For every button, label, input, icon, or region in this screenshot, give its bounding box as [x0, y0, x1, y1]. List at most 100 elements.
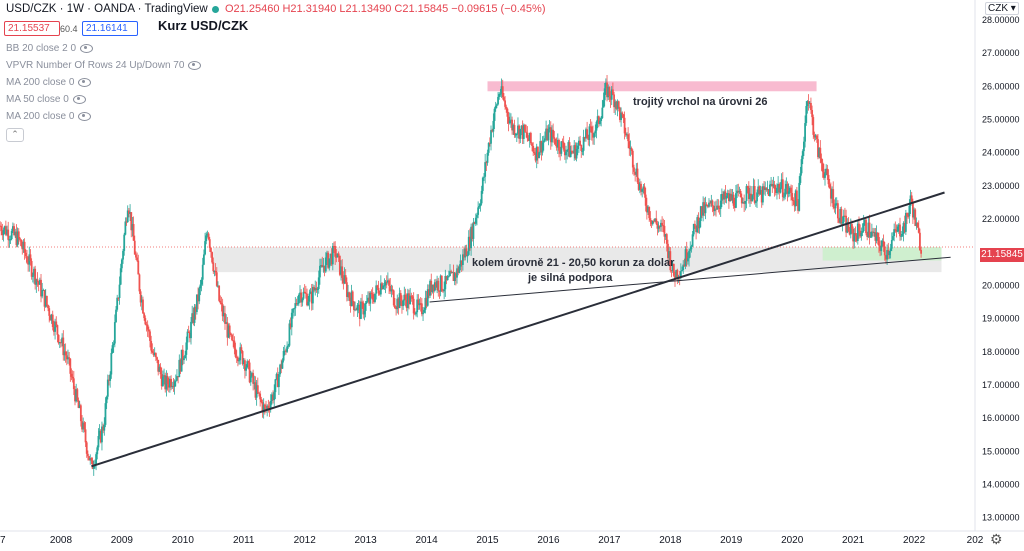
- candle-body: [717, 205, 720, 209]
- trendline[interactable]: [91, 191, 945, 468]
- candle-body: [711, 200, 714, 206]
- indicator-ma200-2[interactable]: MA 200 close 0: [6, 111, 92, 122]
- candle-body: [835, 203, 838, 205]
- candle-body: [348, 292, 351, 298]
- candle-body: [695, 225, 697, 233]
- candle-body: [402, 300, 405, 307]
- candle-body: [751, 195, 754, 202]
- candle-body: [301, 298, 304, 303]
- candle-body: [919, 232, 921, 251]
- candle-body: [781, 179, 784, 198]
- candles-layer: [0, 75, 922, 476]
- candle-body: [787, 191, 790, 194]
- candle-body: [396, 298, 399, 310]
- candle-body: [28, 254, 31, 265]
- candle-body: [171, 386, 174, 388]
- candle-body: [710, 200, 713, 204]
- candle-body: [535, 146, 538, 161]
- candle-body: [720, 193, 723, 201]
- x-axis[interactable]: 07 2008 2009 2010 2011 2012 2013 2014 2015 2016 20…: [0, 530, 1024, 546]
- candle-body: [280, 364, 283, 369]
- indicator-vpvr[interactable]: VPVR Number Of Rows 24 Up/Down 70: [6, 60, 202, 71]
- candle-body: [658, 226, 661, 228]
- candle-body: [827, 174, 830, 185]
- y-axis[interactable]: 28.00000 27.00000 26.00000 25.00000 24.00000…: [974, 0, 1020, 531]
- candle-body: [51, 314, 54, 328]
- currency-selector[interactable]: CZK ▾: [985, 2, 1019, 15]
- candle-body: [808, 102, 811, 104]
- candle-body: [328, 258, 331, 268]
- candle-body: [610, 89, 613, 100]
- eye-icon[interactable]: [78, 111, 92, 121]
- candle-body: [592, 132, 594, 138]
- candle-body: [594, 130, 597, 134]
- candle-body: [607, 86, 610, 98]
- candle-body: [334, 246, 337, 257]
- buy-price-button[interactable]: 21.16141: [82, 21, 138, 36]
- candle-body: [375, 285, 378, 294]
- candle-body: [638, 183, 641, 190]
- candle-body: [888, 251, 891, 256]
- eye-icon[interactable]: [80, 43, 94, 53]
- candle-body: [246, 361, 249, 368]
- candle-body: [347, 292, 349, 297]
- candle-body: [211, 252, 214, 263]
- candle-body: [672, 264, 675, 276]
- candle-body: [505, 106, 508, 109]
- candle-body: [388, 280, 390, 286]
- eye-icon[interactable]: [78, 77, 92, 87]
- indicator-ma50[interactable]: MA 50 close 0: [6, 94, 86, 105]
- candle-body: [355, 309, 358, 311]
- candle-body: [103, 424, 106, 431]
- candle-body: [432, 284, 435, 291]
- candle-body: [715, 208, 717, 210]
- candle-body: [647, 206, 649, 213]
- candle-body: [321, 265, 324, 268]
- candle-body: [296, 303, 299, 305]
- candle-body: [33, 268, 35, 276]
- candle-body: [844, 215, 846, 217]
- candle-body: [583, 136, 586, 139]
- y-tick-label: 23.00000: [982, 181, 1020, 191]
- candle-body: [319, 265, 321, 278]
- indicator-ma200[interactable]: MA 200 close 0: [6, 77, 92, 88]
- candle-body: [480, 190, 483, 204]
- candle-body: [774, 189, 777, 193]
- symbol-name[interactable]: USD/CZK · 1W · OANDA · TradingView: [6, 3, 208, 15]
- candle-body: [521, 125, 524, 139]
- indicator-bb[interactable]: BB 20 close 2 0: [6, 43, 94, 54]
- candle-body: [525, 131, 528, 133]
- eye-icon[interactable]: [72, 94, 86, 104]
- sell-price-button[interactable]: 21.15537: [4, 21, 60, 36]
- candle-body: [615, 101, 618, 109]
- candle-body: [722, 193, 724, 200]
- candle-body: [78, 405, 81, 408]
- candle-body: [75, 389, 78, 402]
- candle-body: [40, 279, 42, 297]
- candle-body: [169, 378, 171, 388]
- candle-body: [390, 289, 393, 292]
- candle-body: [181, 349, 184, 361]
- candle-body: [132, 224, 135, 241]
- candle-body: [179, 359, 182, 372]
- candle-body: [50, 314, 53, 321]
- candle-body: [144, 318, 147, 325]
- eye-icon[interactable]: [188, 60, 202, 70]
- candle-body: [916, 222, 919, 228]
- candle-body: [880, 245, 883, 252]
- candle-body: [31, 275, 34, 277]
- symbol-legend[interactable]: USD/CZK · 1W · OANDA · TradingView: [6, 3, 208, 15]
- y-tick-label: 25.00000: [982, 114, 1020, 124]
- candle-body: [531, 143, 533, 146]
- candle-body: [369, 292, 372, 304]
- trendline[interactable]: [429, 256, 951, 303]
- candle-body: [860, 232, 863, 237]
- collapse-legend-button[interactable]: ⌃: [6, 128, 24, 142]
- candle-body: [851, 224, 853, 229]
- gear-icon[interactable]: ⚙: [990, 531, 1003, 547]
- candle-body: [413, 313, 416, 315]
- candle-body: [310, 291, 313, 304]
- candle-body: [811, 110, 814, 118]
- candle-body: [586, 129, 589, 139]
